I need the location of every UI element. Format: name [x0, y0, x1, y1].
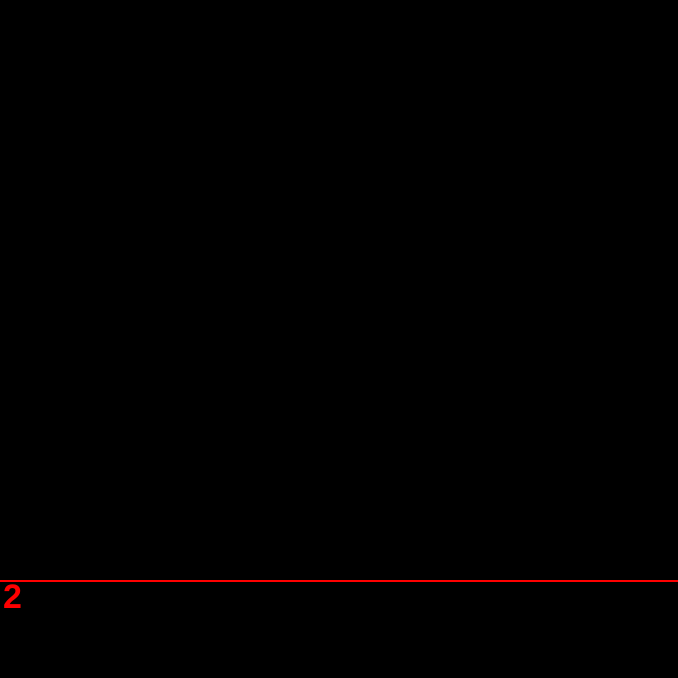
line-label: 2 — [3, 578, 22, 616]
red-horizontal-line — [0, 580, 678, 582]
